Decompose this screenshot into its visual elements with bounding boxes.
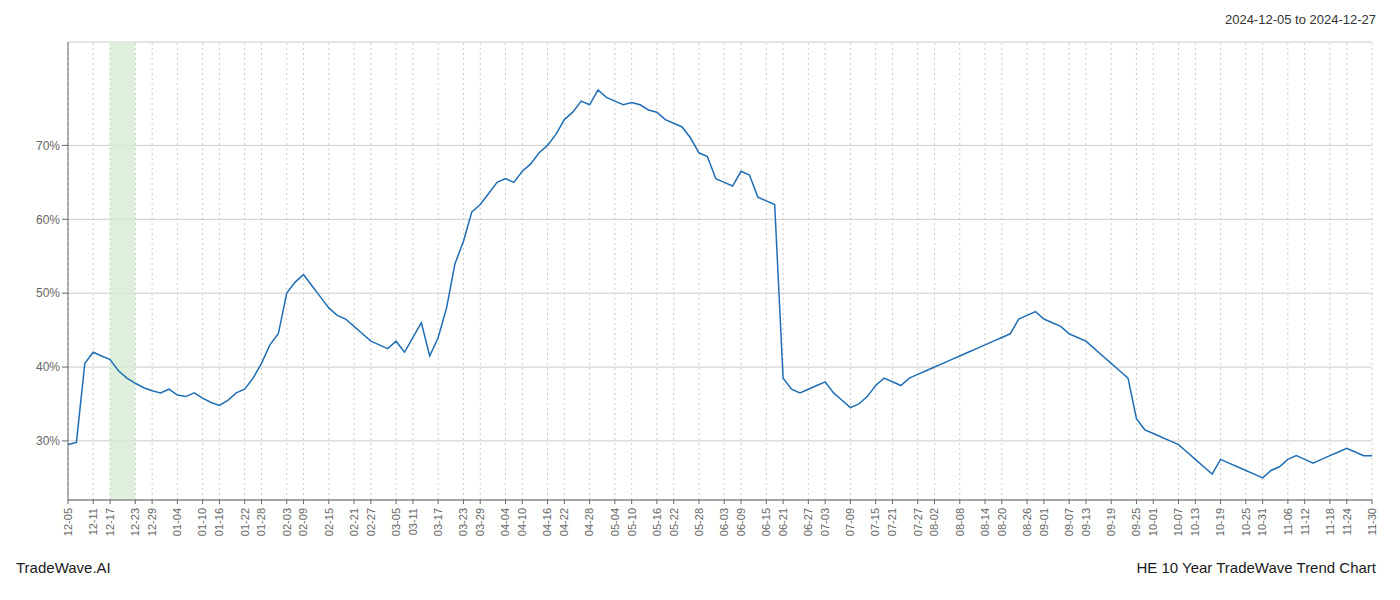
svg-text:05-22: 05-22 (668, 508, 680, 536)
svg-text:04-16: 04-16 (541, 508, 553, 536)
svg-text:06-03: 06-03 (718, 508, 730, 536)
svg-text:04-22: 04-22 (558, 508, 570, 536)
svg-text:70%: 70% (36, 139, 60, 153)
svg-text:08-20: 08-20 (996, 508, 1008, 536)
svg-text:10-07: 10-07 (1172, 508, 1184, 536)
svg-text:02-27: 02-27 (365, 508, 377, 536)
svg-text:12-05: 12-05 (62, 508, 74, 536)
svg-text:04-28: 04-28 (583, 508, 595, 536)
svg-text:02-09: 02-09 (297, 508, 309, 536)
svg-text:07-21: 07-21 (886, 508, 898, 536)
html-text:HE 10 Year TradeWave Trend Cha: HE 10 Year TradeWave Trend Chart (1136, 558, 1376, 576)
svg-text:08-26: 08-26 (1021, 508, 1033, 536)
svg-text:03-23: 03-23 (457, 508, 469, 536)
svg-text:11-12: 11-12 (1299, 508, 1311, 535)
svg-text:08-14: 08-14 (979, 508, 991, 536)
svg-text:12-11: 12-11 (87, 508, 99, 535)
svg-text:12-29: 12-29 (146, 508, 158, 536)
svg-text:01-10: 01-10 (196, 508, 208, 536)
svg-text:12-17: 12-17 (104, 508, 116, 536)
svg-text:02-03: 02-03 (281, 508, 293, 536)
svg-text:06-09: 06-09 (735, 508, 747, 536)
svg-text:06-27: 06-27 (802, 508, 814, 536)
svg-text:09-19: 09-19 (1105, 508, 1117, 536)
svg-text:05-04: 05-04 (609, 508, 621, 536)
svg-text:10-01: 10-01 (1147, 508, 1159, 536)
svg-text:07-15: 07-15 (869, 508, 881, 536)
svg-text:50%: 50% (36, 286, 60, 300)
svg-text:09-13: 09-13 (1080, 508, 1092, 536)
svg-text:11-18: 11-18 (1324, 508, 1336, 535)
svg-text:03-11: 03-11 (407, 508, 419, 535)
svg-text:10-13: 10-13 (1189, 508, 1201, 536)
svg-text:01-28: 01-28 (255, 508, 267, 536)
svg-text:07-27: 07-27 (912, 508, 924, 536)
svg-text:09-07: 09-07 (1063, 508, 1075, 536)
svg-text:05-28: 05-28 (693, 508, 705, 536)
svg-text:07-09: 07-09 (844, 508, 856, 536)
svg-text:02-15: 02-15 (323, 508, 335, 536)
svg-text:03-05: 03-05 (390, 508, 402, 536)
svg-text:60%: 60% (36, 213, 60, 227)
html-text:TradeWave.AI: TradeWave.AI (16, 558, 111, 576)
svg-text:11-30: 11-30 (1366, 508, 1378, 535)
svg-text:08-02: 08-02 (928, 508, 940, 536)
svg-text:04-04: 04-04 (499, 508, 511, 536)
svg-text:09-25: 09-25 (1130, 508, 1142, 536)
svg-text:10-19: 10-19 (1214, 508, 1226, 536)
svg-text:11-06: 11-06 (1282, 508, 1294, 535)
svg-text:01-16: 01-16 (213, 508, 225, 536)
svg-text:30%: 30% (36, 434, 60, 448)
svg-text:05-16: 05-16 (651, 508, 663, 536)
svg-text:06-21: 06-21 (777, 508, 789, 536)
svg-text:09-01: 09-01 (1038, 508, 1050, 536)
svg-text:03-29: 03-29 (474, 508, 486, 536)
svg-text:10-31: 10-31 (1256, 508, 1268, 536)
html-text:2024-12-05 to 2024-12-27: 2024-12-05 to 2024-12-27 (1224, 12, 1376, 27)
svg-text:05-10: 05-10 (626, 508, 638, 536)
svg-text:07-03: 07-03 (819, 508, 831, 536)
svg-text:10-25: 10-25 (1240, 508, 1252, 536)
svg-text:08-08: 08-08 (954, 508, 966, 536)
svg-text:12-23: 12-23 (129, 508, 141, 536)
svg-text:02-21: 02-21 (348, 508, 360, 536)
svg-text:03-17: 03-17 (432, 508, 444, 536)
svg-text:40%: 40% (36, 360, 60, 374)
svg-text:06-15: 06-15 (760, 508, 772, 536)
svg-text:01-04: 01-04 (171, 508, 183, 536)
svg-text:04-10: 04-10 (516, 508, 528, 536)
svg-text:01-22: 01-22 (239, 508, 251, 536)
svg-text:11-24: 11-24 (1341, 508, 1353, 535)
